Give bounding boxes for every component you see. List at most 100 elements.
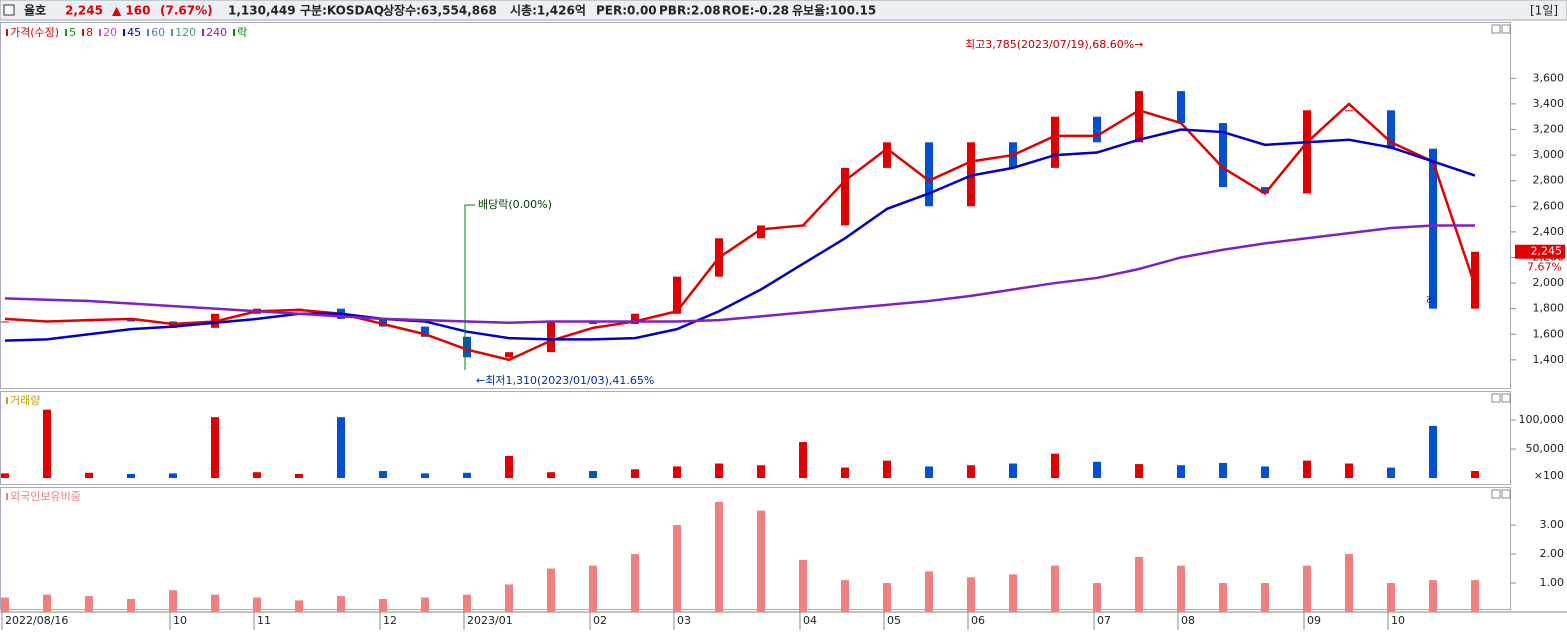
- legend-swatch: [147, 29, 150, 36]
- bar: [631, 554, 639, 612]
- header: 율호 2,245 ▲ 160 (7.67%) 1,130,449 구분:KOSD…: [24, 3, 1558, 18]
- bar: [1387, 467, 1395, 478]
- bar: [967, 577, 975, 612]
- bar: [1009, 574, 1017, 612]
- bar: [1009, 463, 1017, 478]
- change-pct: (7.67%): [160, 4, 213, 18]
- legend-entry: 240: [206, 26, 227, 39]
- price-tag-label: 2,245: [1531, 245, 1563, 258]
- close-button[interactable]: [1501, 24, 1511, 34]
- bar: [841, 580, 849, 612]
- legend-swatch: [171, 29, 174, 36]
- bar: [1, 473, 9, 478]
- bar: [1093, 583, 1101, 612]
- candle: [1429, 148, 1437, 309]
- candle: [1051, 116, 1059, 168]
- y-tick-label: 2.00: [1540, 547, 1565, 560]
- bar: [505, 455, 513, 478]
- bar: [295, 600, 303, 612]
- bar: [211, 594, 219, 612]
- bar: [1219, 583, 1227, 612]
- bar: [1093, 461, 1101, 478]
- x-tick-label: 02: [593, 614, 607, 627]
- bar: [673, 466, 681, 478]
- bar: [715, 501, 723, 612]
- close-button[interactable]: [1501, 393, 1511, 403]
- candle: [673, 276, 681, 314]
- y-tick-label: 3.00: [1540, 518, 1565, 531]
- candle: [757, 225, 765, 239]
- legend-swatch: [6, 397, 8, 404]
- bar: [379, 598, 387, 612]
- y-tick-label: 2,800: [1533, 174, 1565, 187]
- candle: [1177, 91, 1185, 124]
- bar: [1471, 471, 1479, 478]
- dividend-annotation: 배당락(0.00%): [478, 198, 552, 211]
- bar: [211, 417, 219, 478]
- x-tick-label: 06: [971, 614, 985, 627]
- legend-entry: 45: [127, 26, 141, 39]
- bar: [883, 460, 891, 478]
- x-tick-label: 05: [887, 614, 901, 627]
- legend-entry: 가격(수정): [10, 26, 59, 39]
- bar: [505, 584, 513, 612]
- checkbox[interactable]: [3, 4, 15, 16]
- period[interactable]: [1일]: [1530, 4, 1558, 18]
- y-tick-label: 2,000: [1533, 276, 1565, 289]
- roe: ROE:-0.28: [722, 4, 789, 18]
- panel-buttons: [1491, 24, 1511, 499]
- x-tick-label: 2022/08/16: [5, 614, 68, 627]
- maximize-button[interactable]: [1491, 393, 1501, 403]
- bar: [799, 559, 807, 612]
- x-tick-label: 10: [173, 614, 187, 627]
- bar: [967, 465, 975, 478]
- moving-average: [4, 224, 1475, 324]
- candle: [1219, 123, 1227, 188]
- legend-swatch: [202, 29, 205, 36]
- bar: [253, 472, 261, 478]
- y-tick-label: 3,400: [1533, 97, 1565, 110]
- bar: [169, 590, 177, 612]
- maximize-button[interactable]: [1491, 489, 1501, 499]
- bar: [43, 409, 51, 478]
- candle: [841, 167, 849, 226]
- x-tick-label: 03: [677, 614, 691, 627]
- bar: [1261, 466, 1269, 478]
- legend-swatch: [6, 29, 8, 36]
- bar: [631, 469, 639, 478]
- legend-entry: 20: [103, 26, 117, 39]
- bar: [85, 472, 93, 478]
- bar: [379, 471, 387, 478]
- legend-swatch: [99, 29, 102, 36]
- close-button[interactable]: [1501, 489, 1511, 499]
- legend-swatch: [233, 29, 236, 36]
- maximize-button[interactable]: [1491, 24, 1501, 34]
- bar: [547, 568, 555, 612]
- reserve: 유보율:100.15: [792, 4, 876, 18]
- foreign-panel: [0, 487, 1511, 610]
- bar: [421, 597, 429, 612]
- x-tick-label: 2023/01: [467, 614, 513, 627]
- header-bar: [0, 0, 1567, 21]
- legend-swatch: [6, 493, 8, 500]
- bar: [127, 473, 135, 478]
- bar: [1429, 580, 1437, 612]
- y-tick-label: 3,600: [1533, 71, 1565, 84]
- down-annotation: 하: [1426, 293, 1436, 307]
- candle: [1303, 110, 1311, 194]
- bar: [1, 597, 9, 612]
- legend-entry: 5: [69, 26, 76, 39]
- x-tick-label: 09: [1307, 614, 1321, 627]
- x-tick-label: 08: [1181, 614, 1195, 627]
- bar: [1303, 565, 1311, 612]
- bar: [715, 463, 723, 478]
- bar: [757, 465, 765, 478]
- y-tick-label: 2,600: [1533, 199, 1565, 212]
- legend-swatch: [65, 29, 68, 36]
- x-tick-label: 12: [383, 614, 397, 627]
- per: PER:0.00: [596, 4, 657, 18]
- y-tick-label: 1.00: [1540, 576, 1565, 589]
- bar: [673, 525, 681, 612]
- bar: [925, 466, 933, 478]
